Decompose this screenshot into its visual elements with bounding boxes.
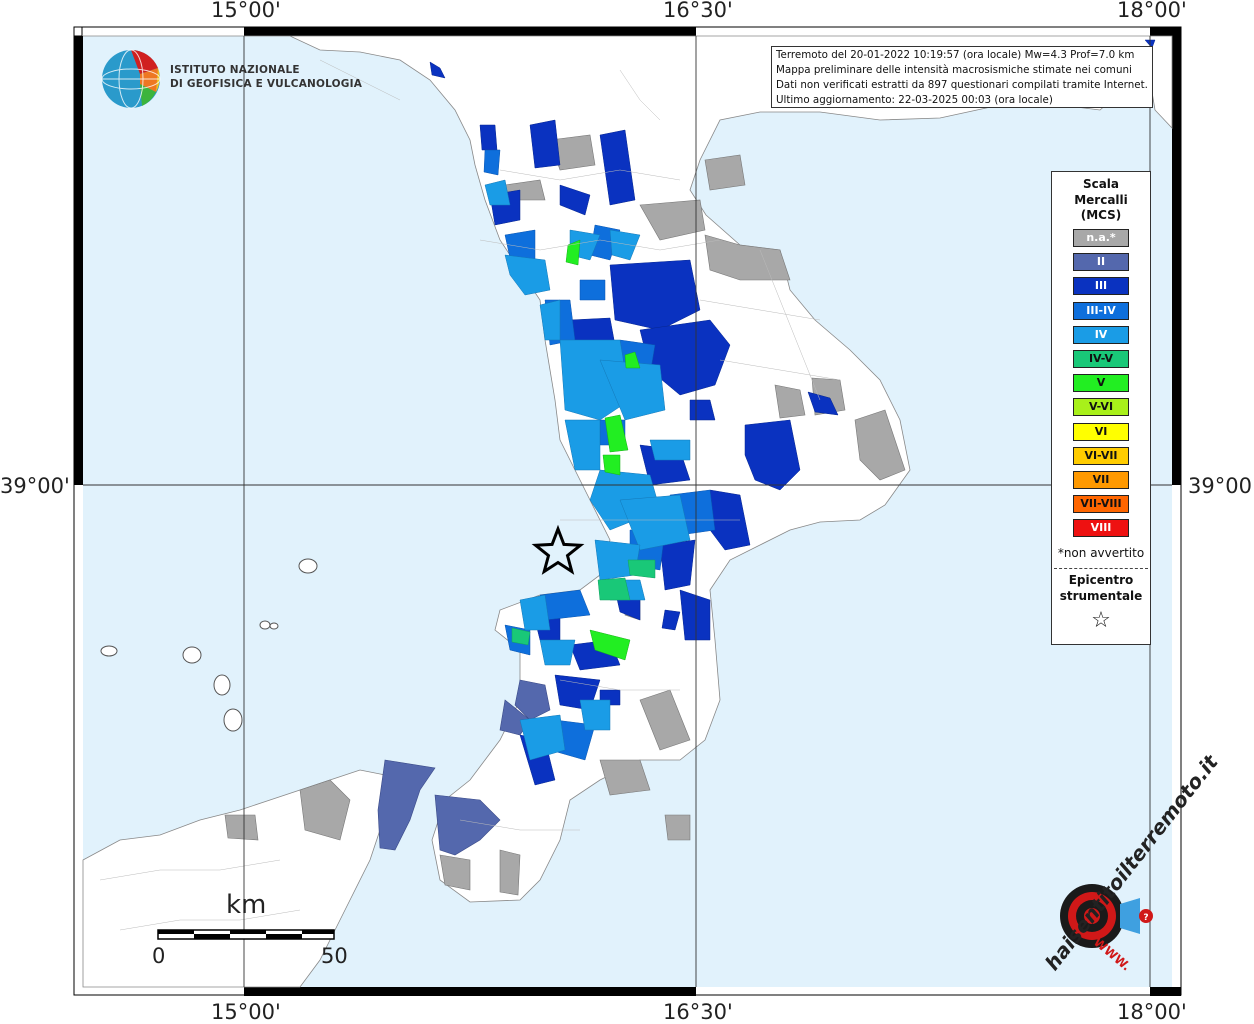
legend-swatch: IV <box>1073 325 1129 344</box>
coord-bottom-15: 15°00' <box>211 1000 281 1024</box>
ingv-line1: ISTITUTO NAZIONALE <box>170 64 300 76</box>
coord-right-39: 39°00' <box>1188 474 1254 498</box>
legend-swatch: V <box>1073 374 1129 393</box>
legend-swatch: III <box>1073 277 1129 296</box>
legend-swatch: III-IV <box>1073 301 1129 320</box>
legend-swatch: n.a.* <box>1073 229 1129 247</box>
ingv-globe-icon <box>101 49 161 109</box>
legend-separator <box>1054 568 1148 569</box>
legend-title: Scala Mercalli (MCS) <box>1052 177 1150 224</box>
legend-swatch: VI-VII <box>1073 446 1129 465</box>
ingv-name: ISTITUTO NAZIONALE DI GEOFISICA E VULCAN… <box>170 63 362 91</box>
legend-epicenter-line1: Epicentro <box>1068 573 1134 587</box>
event-info-line1: Terremoto del 20-01-2022 10:19:57 (ora l… <box>776 49 1135 61</box>
legend-star-icon: ☆ <box>1091 608 1111 633</box>
coord-left-39: 39°00' <box>0 474 70 498</box>
coord-top-16-30: 16°30' <box>663 0 733 22</box>
legend-swatch: VI <box>1073 422 1129 441</box>
coord-bottom-18: 18°00' <box>1117 1000 1187 1024</box>
coord-top-15: 15°00' <box>211 0 281 22</box>
legend-title-line3: (MCS) <box>1080 208 1122 222</box>
event-info-line4: Ultimo aggiornamento: 22-03-2025 00:03 (… <box>776 94 1053 106</box>
haisentito-logo-icon: ? <box>1060 884 1153 948</box>
epicenter-star <box>531 524 585 575</box>
legend-epicenter-label: Epicentro strumentale <box>1052 572 1150 604</box>
ingv-line2: DI GEOFISICA E VULCANOLOGIA <box>170 78 363 90</box>
legend-swatch: IV-V <box>1073 350 1129 368</box>
coord-top-18: 18°00' <box>1117 0 1187 22</box>
scale-unit: km <box>226 890 267 920</box>
coord-bottom-16-30: 16°30' <box>663 1000 733 1024</box>
legend-swatch: II <box>1073 253 1129 272</box>
frame-top-segment <box>73 26 83 37</box>
legend-note: *non avvertito <box>1057 546 1145 560</box>
legend-title-line1: Scala <box>1082 177 1120 191</box>
legend-swatch: VIII <box>1073 519 1129 538</box>
legend-epicenter-line2: strumentale <box>1059 589 1143 603</box>
legend-title-line2: Mercalli <box>1074 192 1128 207</box>
event-info-line3: Dati non verificati estratti da 897 ques… <box>776 79 1148 91</box>
scale-fifty: 50 <box>321 944 348 968</box>
event-info-line2: Mappa preliminare delle intensità macros… <box>776 64 1132 76</box>
legend-swatch: VII-VIII <box>1073 495 1129 514</box>
scale-bar <box>157 929 335 940</box>
event-info-box: Terremoto del 20-01-2022 10:19:57 (ora l… <box>771 46 1153 108</box>
legend-swatch: VII <box>1073 471 1129 489</box>
scale-zero: 0 <box>152 944 166 968</box>
legend-swatch: V-VI <box>1073 398 1129 417</box>
island <box>298 558 318 574</box>
mcs-legend: Scala Mercalli (MCS) n.a.* II III III-IV IV I… <box>1051 171 1151 645</box>
svg-text:?: ? <box>1143 913 1148 923</box>
